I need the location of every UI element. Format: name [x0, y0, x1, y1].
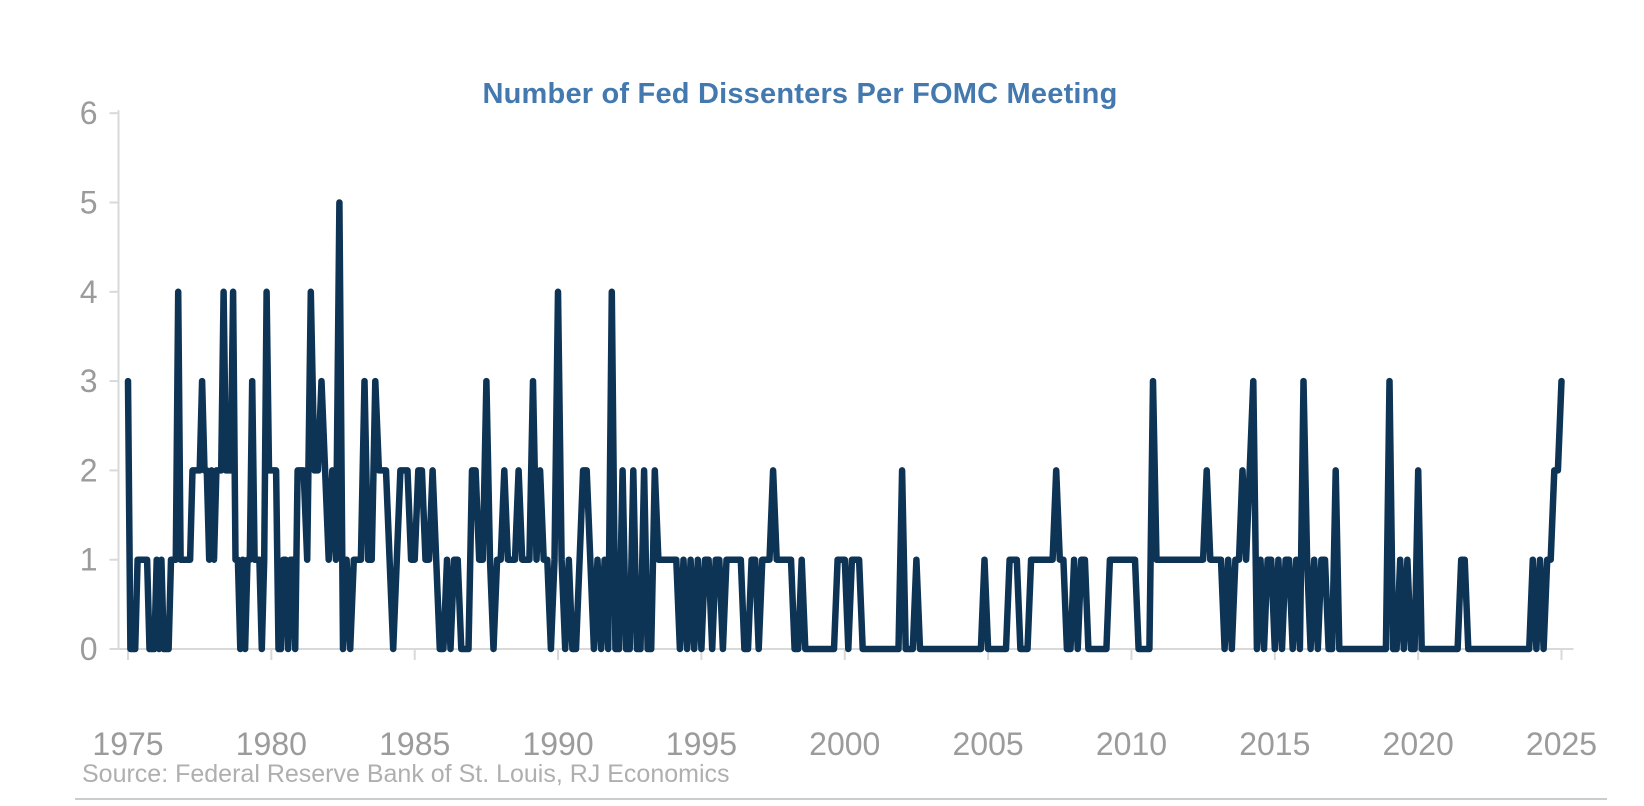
y-tick-label: 0	[80, 631, 98, 667]
x-tick-label: 1980	[236, 726, 307, 762]
x-tick-label: 1990	[522, 726, 593, 762]
y-tick-label: 5	[80, 185, 98, 221]
y-axis-labels: 0 1 2 3 4 5 6	[80, 95, 98, 667]
y-tick-label: 3	[80, 363, 98, 399]
x-tick-label: 1995	[666, 726, 737, 762]
y-tick-label: 2	[80, 452, 98, 488]
chart-title: Number of Fed Dissenters Per FOMC Meetin…	[482, 78, 1118, 110]
x-tick-label: 2025	[1526, 726, 1597, 762]
x-tick-label: 2005	[953, 726, 1024, 762]
bottom-rule	[75, 798, 1607, 800]
x-tick-label: 2000	[809, 726, 880, 762]
axes	[109, 110, 1574, 660]
x-tick-label: 1985	[379, 726, 450, 762]
y-tick-label: 4	[80, 274, 98, 310]
x-axis-labels: 1975 1980 1985 1990 1995 2000 2005 2010 2015 2020…	[92, 726, 1597, 762]
x-tick-label: 1975	[92, 726, 163, 762]
x-tick-label: 2015	[1239, 726, 1310, 762]
dissenters-line-series	[124, 199, 1565, 653]
x-tick-label: 2010	[1096, 726, 1167, 762]
source-note: Source: Federal Reserve Bank of St. Loui…	[82, 760, 730, 788]
y-tick-label: 1	[80, 542, 98, 578]
x-tick-label: 2020	[1383, 726, 1454, 762]
y-tick-label: 6	[80, 95, 98, 131]
